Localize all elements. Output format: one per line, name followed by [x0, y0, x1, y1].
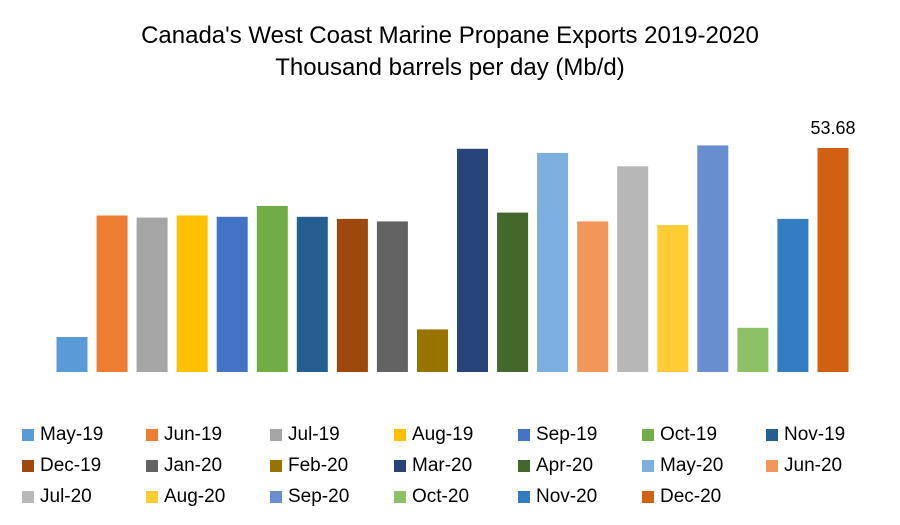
legend-label: Sep-19	[536, 423, 598, 445]
chart-title-line-2: Thousand barrels per day (Mb/d)	[275, 54, 625, 81]
legend-label: May-20	[660, 454, 724, 476]
legend-item-aug-19: Aug-19	[394, 419, 518, 450]
legend-item-mar-20: Mar-20	[394, 450, 518, 481]
legend: May-19 Jun-19 Jul-19 Aug-19 Sep-19 Oct-19 Nov-…	[22, 419, 892, 512]
legend-label: Dec-19	[40, 454, 102, 476]
bar-jul-19	[136, 217, 168, 372]
legend-swatch	[642, 428, 654, 441]
legend-item-dec-19: Dec-19	[22, 450, 146, 481]
legend-swatch	[146, 428, 158, 441]
legend-label: Jul-20	[40, 485, 92, 507]
legend-swatch	[394, 490, 406, 503]
legend-item-sep-19: Sep-19	[518, 419, 642, 450]
legend-item-jul-19: Jul-19	[270, 419, 394, 450]
legend-item-nov-19: Nov-19	[766, 419, 890, 450]
legend-swatch	[270, 490, 282, 503]
legend-swatch	[394, 459, 406, 472]
bar-jun-19	[96, 215, 128, 372]
data-label-dec-20: 53.68	[810, 118, 855, 138]
legend-swatch	[270, 459, 282, 472]
bar-aug-20	[657, 225, 689, 372]
legend-label: Sep-20	[288, 485, 350, 507]
legend-label: Nov-19	[784, 423, 846, 445]
legend-item-nov-20: Nov-20	[518, 481, 642, 512]
bar-sep-20	[697, 145, 729, 372]
legend-swatch	[22, 490, 34, 503]
bar-jul-20	[617, 166, 649, 372]
bar-jan-20	[376, 221, 408, 372]
legend-item-oct-19: Oct-19	[642, 419, 766, 450]
legend-swatch	[394, 428, 406, 441]
legend-swatch	[642, 459, 654, 472]
legend-item-apr-20: Apr-20	[518, 450, 642, 481]
bar-mar-20	[457, 148, 488, 372]
bar-dec-19	[336, 218, 368, 372]
bar-oct-20	[737, 327, 769, 372]
legend-label: Jun-20	[784, 454, 843, 476]
legend-label: Apr-20	[536, 454, 594, 476]
legend-item-jul-20: Jul-20	[22, 481, 146, 512]
legend-label: Mar-20	[412, 454, 473, 476]
legend-label: Nov-20	[536, 485, 598, 507]
bar-sep-19	[216, 216, 248, 372]
legend-label: Dec-20	[660, 485, 722, 507]
legend-label: Jan-20	[164, 454, 223, 476]
legend-label: May-19	[40, 423, 104, 445]
legend-swatch	[642, 490, 654, 503]
legend-swatch	[518, 490, 530, 503]
bar-apr-20	[497, 212, 529, 372]
bar-nov-20	[777, 218, 809, 372]
legend-label: Aug-20	[164, 485, 226, 507]
legend-swatch	[146, 490, 158, 503]
legend-label: Aug-19	[412, 423, 474, 445]
chart-title-line-1: Canada's West Coast Marine Propane Expor…	[141, 22, 759, 49]
bar-dec-20	[817, 148, 849, 372]
legend-swatch	[146, 459, 158, 472]
bar-may-19	[56, 337, 88, 372]
legend-swatch	[270, 428, 282, 441]
bar-feb-20	[417, 329, 448, 372]
legend-item-jun-20: Jun-20	[766, 450, 890, 481]
legend-item-may-20: May-20	[642, 450, 766, 481]
legend-item-jun-19: Jun-19	[146, 419, 270, 450]
bar-nov-19	[296, 216, 328, 372]
legend-swatch	[22, 459, 34, 472]
bar-aug-19	[176, 215, 208, 372]
legend-swatch	[766, 459, 778, 472]
legend-item-may-19: May-19	[22, 419, 146, 450]
legend-label: Oct-19	[660, 423, 718, 445]
bar-may-20	[537, 152, 569, 372]
chart-title: Canada's West Coast Marine Propane Expor…	[0, 20, 900, 84]
bar-oct-19	[256, 205, 288, 372]
legend-label: Jun-19	[164, 423, 223, 445]
legend-swatch	[518, 459, 530, 472]
legend-item-feb-20: Feb-20	[270, 450, 394, 481]
legend-label: Jul-19	[288, 423, 340, 445]
legend-swatch	[22, 428, 34, 441]
legend-label: Feb-20	[288, 454, 349, 476]
legend-item-sep-20: Sep-20	[270, 481, 394, 512]
legend-swatch	[766, 428, 778, 441]
legend-item-oct-20: Oct-20	[394, 481, 518, 512]
legend-item-dec-20: Dec-20	[642, 481, 766, 512]
bar-jun-20	[577, 221, 609, 372]
legend-item-jan-20: Jan-20	[146, 450, 270, 481]
legend-swatch	[518, 428, 530, 441]
legend-label: Oct-20	[412, 485, 470, 507]
legend-item-aug-20: Aug-20	[146, 481, 270, 512]
